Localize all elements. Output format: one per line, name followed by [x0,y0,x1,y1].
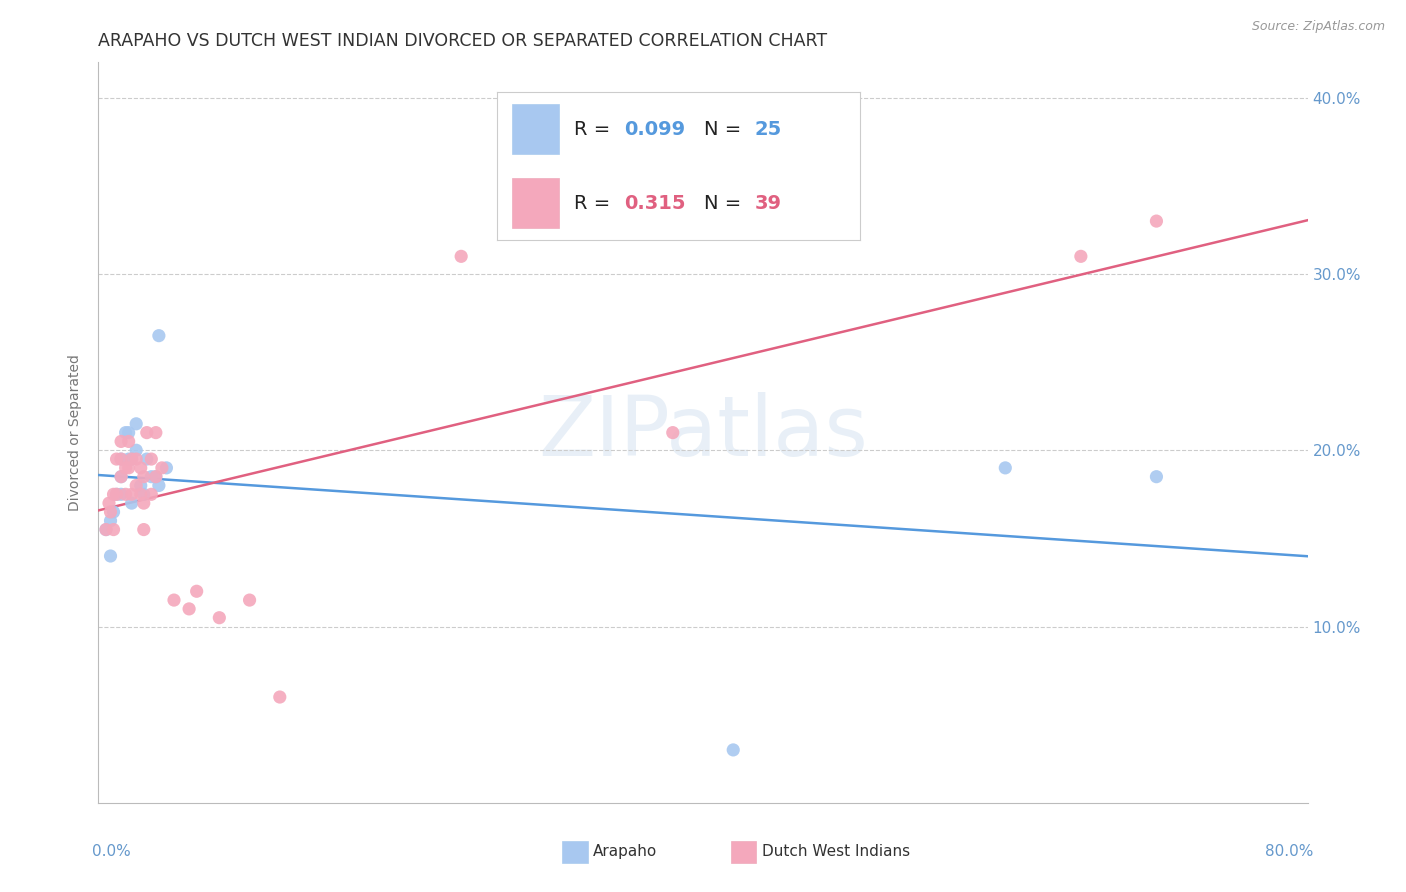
Point [1144,214,1167,228]
Point [100,549,122,563]
Point [100,514,122,528]
Point [141,487,163,501]
Point [105,487,128,501]
Point [141,469,163,483]
Point [103,487,125,501]
Point [145,425,167,440]
Point [661,425,683,440]
Point [135,425,157,440]
Point [98,496,121,510]
Text: ARAPAHO VS DUTCH WEST INDIAN DIVORCED OR SEPARATED CORRELATION CHART: ARAPAHO VS DUTCH WEST INDIAN DIVORCED OR… [98,32,828,50]
Point [179,602,201,616]
Point [135,452,157,467]
Point [105,487,128,501]
Point [129,461,152,475]
Y-axis label: Divorced or Separated: Divorced or Separated [69,354,83,511]
Point [148,328,170,343]
Point [121,452,143,467]
Point [150,461,173,475]
Point [125,417,148,431]
Point [110,452,132,467]
Text: ZIPatlas: ZIPatlas [538,392,868,473]
Point [110,452,132,467]
Point [110,487,132,501]
Point [163,593,186,607]
Point [269,690,291,704]
Point [114,487,136,501]
Point [239,593,262,607]
Point [125,443,148,458]
Point [125,452,148,467]
Point [118,452,141,467]
Point [94,523,117,537]
Point [132,496,155,510]
Point [145,469,167,483]
Text: Source: ZipAtlas.com: Source: ZipAtlas.com [1251,20,1385,33]
Point [125,478,148,492]
Text: 0.0%: 0.0% [93,844,131,858]
Point [186,584,208,599]
Point [94,523,117,537]
Point [450,249,472,263]
Point [103,505,125,519]
Point [118,461,141,475]
Point [103,523,125,537]
Point [141,452,163,467]
Point [1070,249,1092,263]
Point [129,487,152,501]
Point [105,452,128,467]
Point [208,610,231,624]
Point [132,523,155,537]
Point [132,469,155,483]
Point [129,478,152,492]
Point [110,469,132,483]
Point [994,461,1017,475]
Point [148,478,170,492]
Point [110,434,132,449]
Point [114,461,136,475]
Text: Dutch West Indians: Dutch West Indians [762,845,910,859]
Point [132,487,155,501]
Point [723,743,745,757]
Point [155,461,177,475]
Point [114,425,136,440]
Point [118,425,141,440]
Point [121,487,143,501]
Point [121,496,143,510]
Point [121,452,143,467]
Text: Arapaho: Arapaho [593,845,658,859]
Point [110,469,132,483]
Point [100,505,122,519]
Text: 80.0%: 80.0% [1265,844,1313,858]
Point [118,434,141,449]
Point [145,469,167,483]
Point [1144,469,1167,483]
